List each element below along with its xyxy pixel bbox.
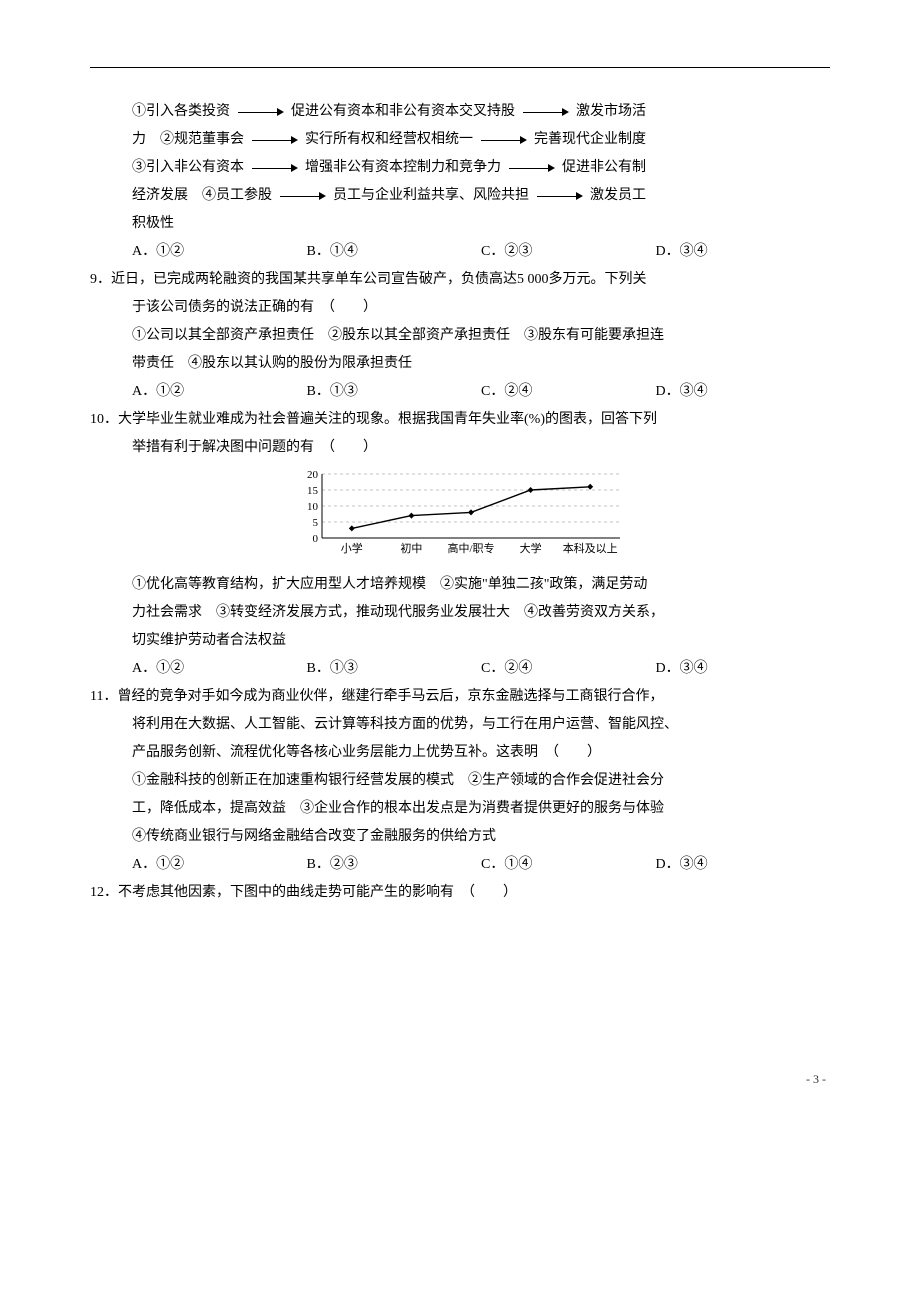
q10-num: 10． [90, 412, 118, 427]
q9-stem1: 9．近日，已完成两轮融资的我国某共享单车公司宣告破产，负债高达5 000多万元。… [90, 266, 830, 294]
q8-options: A．①② B．①④ C．②③ D．③④ [90, 238, 830, 266]
q8-line1: ①引入各类投资 促进公有资本和非公有资本交叉持股 激发市场活 [132, 98, 830, 126]
svg-text:5: 5 [313, 517, 319, 529]
q8-l3c: 促进非公有制 [562, 160, 646, 175]
svg-text:大学: 大学 [520, 541, 542, 555]
q10-opt-b: B．①③ [307, 655, 482, 683]
svg-text:本科及以上: 本科及以上 [563, 541, 618, 555]
q10-options: A．①② B．①③ C．②④ D．③④ [90, 655, 830, 683]
q10-opt-a: A．①② [132, 655, 307, 683]
q9-opt-c: C．②④ [481, 378, 656, 406]
q10-chart: 0 5 10 15 20 小学 初中 高中/职专 大学 本科及以上 [90, 468, 830, 569]
q8-l1c: 激发市场活 [576, 104, 646, 119]
q8-l2a: 力 ②规范董事会 [132, 132, 244, 147]
svg-text:高中/职专: 高中/职专 [447, 541, 494, 555]
q12-stem1: 12．不考虑其他因素，下图中的曲线走势可能产生的影响有 （ ） [90, 879, 830, 907]
q9-line3: ①公司以其全部资产承担责任 ②股东以其全部资产承担责任 ③股东有可能要承担连 [90, 322, 830, 350]
q8-l3a: ③引入非公有资本 [132, 160, 244, 175]
q8-opt-d: D．③④ [656, 238, 831, 266]
svg-text:初中: 初中 [400, 541, 422, 555]
svg-text:0: 0 [313, 533, 319, 545]
q8-l2c: 完善现代企业制度 [534, 132, 646, 147]
q10-line5: 切实维护劳动者合法权益 [90, 627, 830, 655]
q8-l3b: 增强非公有资本控制力和竞争力 [305, 160, 501, 175]
q8-opt-b: B．①④ [307, 238, 482, 266]
top-rule [90, 67, 830, 68]
q10-line3: ①优化高等教育结构，扩大应用型人才培养规模 ②实施"单独二孩"政策，满足劳动 [90, 571, 830, 599]
q10-opt-d: D．③④ [656, 655, 831, 683]
q8-l4a: 经济发展 ④员工参股 [132, 188, 272, 203]
svg-text:小学: 小学 [341, 541, 363, 555]
q12-num: 12． [90, 885, 118, 900]
q10-stem2: 举措有利于解决图中问题的有 （ ） [90, 434, 830, 462]
q11-opt-c: C．①④ [481, 851, 656, 879]
q9-opt-b: B．①③ [307, 378, 482, 406]
q9-num: 9． [90, 272, 111, 287]
q8-line4: 经济发展 ④员工参股 员工与企业利益共享、风险共担 激发员工 [132, 182, 830, 210]
q11-num: 11． [90, 689, 117, 704]
q9-stem2: 于该公司债务的说法正确的有 （ ） [90, 294, 830, 322]
q9-options: A．①② B．①③ C．②④ D．③④ [90, 378, 830, 406]
q11-line4: ①金融科技的创新正在加速重构银行经营发展的模式 ②生产领域的合作会促进社会分 [90, 767, 830, 795]
q11-opt-d: D．③④ [656, 851, 831, 879]
svg-text:10: 10 [307, 501, 319, 513]
q11-stem3: 产品服务创新、流程优化等各核心业务层能力上优势互补。这表明 （ ） [90, 739, 830, 767]
q9-line4: 带责任 ④股东以其认购的股份为限承担责任 [90, 350, 830, 378]
q8-body: ①引入各类投资 促进公有资本和非公有资本交叉持股 激发市场活 力 ②规范董事会 … [90, 98, 830, 238]
q11-stem1: 11．曾经的竞争对手如今成为商业伙伴，继建行牵手马云后，京东金融选择与工商银行合… [90, 683, 830, 711]
q8-opt-c: C．②③ [481, 238, 656, 266]
q11-opt-a: A．①② [132, 851, 307, 879]
q11: 11．曾经的竞争对手如今成为商业伙伴，继建行牵手马云后，京东金融选择与工商银行合… [90, 683, 830, 879]
q11-options: A．①② B．②③ C．①④ D．③④ [90, 851, 830, 879]
q8-l4b: 员工与企业利益共享、风险共担 [333, 188, 529, 203]
q8-l1b: 促进公有资本和非公有资本交叉持股 [291, 104, 515, 119]
q9-opt-a: A．①② [132, 378, 307, 406]
q11-line5: 工，降低成本，提高效益 ③企业合作的根本出发点是为消费者提供更好的服务与体验 [90, 795, 830, 823]
line-chart: 0 5 10 15 20 小学 初中 高中/职专 大学 本科及以上 [290, 468, 630, 558]
svg-text:20: 20 [307, 469, 319, 481]
q10-opt-c: C．②④ [481, 655, 656, 683]
q11-line6: ④传统商业银行与网络金融结合改变了金融服务的供给方式 [90, 823, 830, 851]
q12: 12．不考虑其他因素，下图中的曲线走势可能产生的影响有 （ ） [90, 879, 830, 907]
q11-opt-b: B．②③ [307, 851, 482, 879]
q8-line3: ③引入非公有资本 增强非公有资本控制力和竞争力 促进非公有制 [132, 154, 830, 182]
q9-opt-d: D．③④ [656, 378, 831, 406]
q8-opt-a: A．①② [132, 238, 307, 266]
q10-stem1: 10．大学毕业生就业难成为社会普遍关注的现象。根据我国青年失业率(%)的图表，回… [90, 406, 830, 434]
q8-l1a: ①引入各类投资 [132, 104, 230, 119]
page-footer: - 3 - [90, 1067, 830, 1091]
q9: 9．近日，已完成两轮融资的我国某共享单车公司宣告破产，负债高达5 000多万元。… [90, 266, 830, 406]
q10-line4: 力社会需求 ③转变经济发展方式，推动现代服务业发展壮大 ④改善劳资双方关系， [90, 599, 830, 627]
q8-l4c: 激发员工 [590, 188, 646, 203]
q10: 10．大学毕业生就业难成为社会普遍关注的现象。根据我国青年失业率(%)的图表，回… [90, 406, 830, 683]
q8-line2: 力 ②规范董事会 实行所有权和经营权相统一 完善现代企业制度 [132, 126, 830, 154]
q11-stem2: 将利用在大数据、人工智能、云计算等科技方面的优势，与工行在用户运营、智能风控、 [90, 711, 830, 739]
q8-line5: 积极性 [132, 210, 830, 238]
q8-l2b: 实行所有权和经营权相统一 [305, 132, 473, 147]
svg-text:15: 15 [307, 485, 319, 497]
